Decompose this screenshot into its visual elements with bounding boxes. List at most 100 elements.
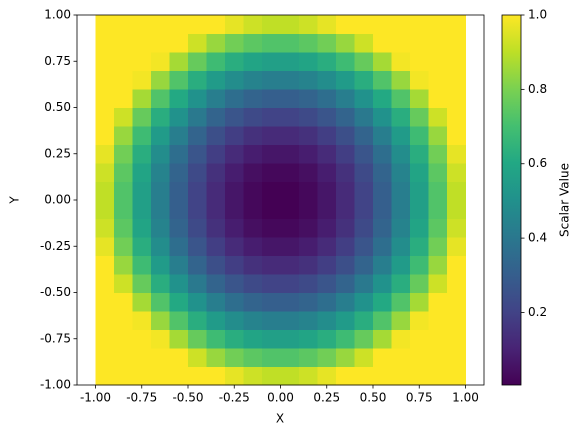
heatmap-cell bbox=[114, 52, 133, 71]
heatmap-cell bbox=[354, 255, 374, 275]
heatmap-cell bbox=[206, 200, 226, 219]
heatmap-cell bbox=[299, 126, 318, 145]
heatmap-cell bbox=[447, 70, 466, 90]
heatmap-cell bbox=[373, 144, 392, 164]
heatmap-cell bbox=[169, 89, 189, 108]
heatmap-cell bbox=[373, 200, 392, 219]
heatmap-cell bbox=[243, 126, 263, 145]
heatmap-cell bbox=[280, 89, 300, 108]
heatmap-cell bbox=[410, 237, 429, 256]
heatmap-cell bbox=[169, 218, 189, 238]
heatmap-cell bbox=[243, 107, 263, 127]
heatmap-cell bbox=[169, 255, 189, 275]
heatmap-cell bbox=[169, 274, 189, 293]
heatmap-cell bbox=[169, 107, 189, 127]
heatmap-cell bbox=[428, 107, 448, 127]
heatmap-cell bbox=[410, 292, 429, 312]
heatmap-cell bbox=[299, 107, 318, 127]
heatmap-cell bbox=[354, 33, 374, 53]
heatmap-cell bbox=[169, 144, 189, 164]
heatmap-cell bbox=[317, 33, 337, 53]
heatmap-cell bbox=[132, 181, 152, 201]
heatmap-cell bbox=[188, 274, 207, 293]
heatmap-cell bbox=[428, 218, 448, 238]
heatmap-cell bbox=[151, 274, 170, 293]
heatmap-cell bbox=[188, 292, 207, 312]
heatmap-cell bbox=[188, 52, 207, 71]
heatmap-cell bbox=[336, 70, 355, 90]
heatmap-cell bbox=[225, 144, 244, 164]
heatmap-cell bbox=[132, 329, 152, 349]
colorbar-label: Scalar Value bbox=[558, 163, 572, 237]
heatmap-cell bbox=[280, 366, 300, 386]
heatmap-cell bbox=[132, 15, 152, 34]
heatmap-cell bbox=[95, 348, 115, 367]
heatmap-cell bbox=[262, 181, 281, 201]
heatmap-cell bbox=[410, 144, 429, 164]
heatmap-cell bbox=[280, 237, 300, 256]
heatmap-cell bbox=[95, 163, 115, 182]
heatmap-cell bbox=[391, 218, 411, 238]
heatmap-cell bbox=[225, 181, 244, 201]
heatmap-cell bbox=[151, 163, 170, 182]
heatmap-cell bbox=[428, 126, 448, 145]
heatmap-cell bbox=[447, 181, 466, 201]
heatmap-cell bbox=[151, 52, 170, 71]
heatmap-cell bbox=[447, 144, 466, 164]
heatmap-cell bbox=[373, 366, 392, 386]
y-tick-label: 0.75 bbox=[44, 54, 71, 68]
heatmap-cell bbox=[447, 107, 466, 127]
heatmap-cell bbox=[243, 200, 263, 219]
heatmap-cell bbox=[114, 255, 133, 275]
heatmap-cell bbox=[336, 181, 355, 201]
colorbar-tick-label: 0.2 bbox=[528, 305, 547, 319]
heatmap-cell bbox=[354, 292, 374, 312]
heatmap-cell bbox=[206, 15, 226, 34]
heatmap-cell bbox=[188, 181, 207, 201]
heatmap-cell bbox=[317, 311, 337, 330]
heatmap-cell bbox=[151, 255, 170, 275]
heatmap-cell bbox=[373, 33, 392, 53]
heatmap-cell bbox=[114, 329, 133, 349]
heatmap-cell bbox=[447, 274, 466, 293]
heatmap-cell bbox=[299, 70, 318, 90]
heatmap-cell bbox=[410, 163, 429, 182]
heatmap-cell bbox=[262, 70, 281, 90]
heatmap-cell bbox=[336, 33, 355, 53]
heatmap-cell bbox=[206, 237, 226, 256]
heatmap-cell bbox=[206, 89, 226, 108]
heatmap-cell bbox=[188, 200, 207, 219]
heatmap-cell bbox=[354, 237, 374, 256]
heatmap-cell bbox=[354, 107, 374, 127]
heatmap-cell bbox=[206, 126, 226, 145]
heatmap-cell bbox=[132, 255, 152, 275]
heatmap-cell bbox=[188, 329, 207, 349]
heatmap-cell bbox=[114, 292, 133, 312]
colorbar-tick-label: 0.4 bbox=[528, 231, 547, 245]
heatmap-cell bbox=[243, 366, 263, 386]
heatmap-cell bbox=[280, 311, 300, 330]
heatmap-cell bbox=[336, 15, 355, 34]
heatmap-cell bbox=[169, 237, 189, 256]
colorbar-tick-label: 1.0 bbox=[528, 8, 547, 22]
heatmap-cell bbox=[373, 218, 392, 238]
heatmap-cell bbox=[354, 163, 374, 182]
heatmap-cell bbox=[225, 218, 244, 238]
heatmap-cell bbox=[447, 255, 466, 275]
heatmap-cell bbox=[410, 255, 429, 275]
heatmap-cell bbox=[188, 70, 207, 90]
heatmap-cell bbox=[262, 33, 281, 53]
heatmap-cell bbox=[132, 89, 152, 108]
heatmap-cell bbox=[280, 126, 300, 145]
heatmap-cell bbox=[243, 15, 263, 34]
heatmap-cell bbox=[243, 70, 263, 90]
heatmap-cell bbox=[206, 255, 226, 275]
heatmap-cell bbox=[262, 329, 281, 349]
heatmap-cell bbox=[391, 126, 411, 145]
heatmap-cell bbox=[299, 15, 318, 34]
heatmap-cell bbox=[151, 292, 170, 312]
heatmap-cell bbox=[225, 255, 244, 275]
heatmap-cell bbox=[299, 33, 318, 53]
heatmap-cell bbox=[354, 70, 374, 90]
